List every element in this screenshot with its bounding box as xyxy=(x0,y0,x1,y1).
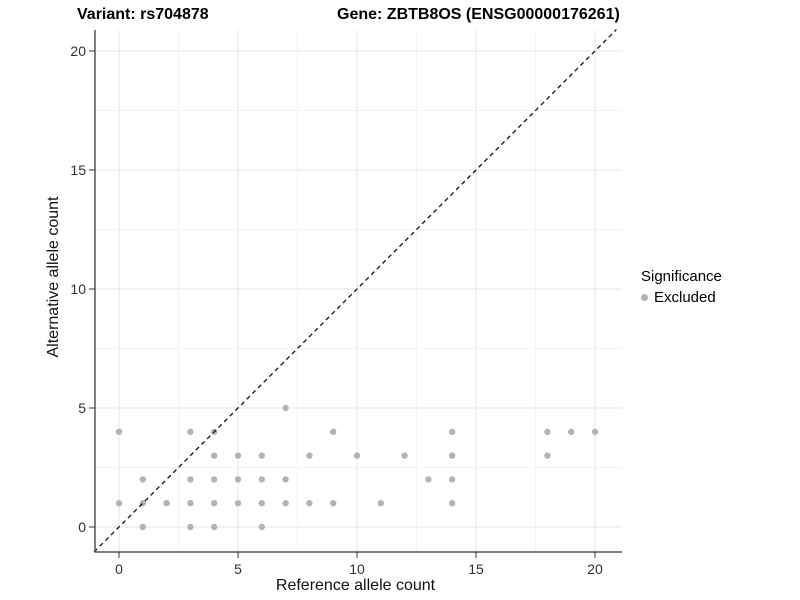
scatter-point xyxy=(139,476,146,483)
scatter-point xyxy=(211,523,218,531)
x-tick-label: 5 xyxy=(234,561,242,577)
scatter-point xyxy=(544,452,551,459)
y-tick-label: 5 xyxy=(78,400,86,416)
scatter-point xyxy=(234,500,242,507)
title-gene: Gene: ZBTB8OS (ENSG00000176261) xyxy=(337,6,620,23)
scatter-point xyxy=(211,500,218,507)
y-tick-label: 20 xyxy=(70,43,86,59)
scatter-point xyxy=(306,500,313,507)
scatter-point xyxy=(211,476,218,483)
scatter-point xyxy=(115,428,123,435)
scatter-point xyxy=(353,452,361,459)
y-axis-title: Alternative allele count xyxy=(45,196,62,358)
scatter-point xyxy=(330,500,337,507)
scatter-point xyxy=(377,500,384,507)
scatter-point xyxy=(449,428,456,435)
scatter-point xyxy=(258,476,265,483)
y-tick-label: 15 xyxy=(70,162,86,178)
scatter-point xyxy=(187,523,194,531)
scatter-point xyxy=(187,428,194,435)
scatter-point xyxy=(330,428,337,435)
legend-item-excluded: Excluded xyxy=(641,289,722,306)
y-tick-label: 10 xyxy=(70,281,86,297)
scatter-point xyxy=(568,428,575,435)
scatter-point xyxy=(449,500,456,507)
scatter-point xyxy=(591,428,599,435)
legend-point-icon xyxy=(641,294,648,301)
scatter-point xyxy=(258,452,265,459)
scatter-point xyxy=(282,404,289,412)
scatter-point xyxy=(425,476,432,483)
scatter-point xyxy=(258,523,265,531)
scatter-point xyxy=(115,500,123,507)
scatter-point xyxy=(187,500,194,507)
scatter-point xyxy=(139,523,146,531)
scatter-point xyxy=(544,428,551,435)
scatter-point xyxy=(449,452,456,459)
scatter-point xyxy=(282,500,289,507)
x-tick-label: 10 xyxy=(349,561,365,577)
scatter-point xyxy=(163,500,170,507)
scatter-point xyxy=(401,452,408,459)
scatter-point xyxy=(449,476,456,483)
scatter-point xyxy=(258,500,265,507)
legend: Significance Excluded xyxy=(641,268,722,306)
scatter-point xyxy=(306,452,313,459)
x-tick-label: 20 xyxy=(587,561,603,577)
identity-line xyxy=(93,29,617,553)
legend-item-label: Excluded xyxy=(654,289,716,306)
scatter-point xyxy=(234,452,242,459)
x-tick-label: 0 xyxy=(115,561,123,577)
scatter-point xyxy=(234,476,242,483)
y-tick-label: 0 xyxy=(78,519,86,535)
scatter-point xyxy=(187,476,194,483)
legend-title: Significance xyxy=(641,268,722,285)
scatter-point xyxy=(282,476,289,483)
x-axis-title: Reference allele count xyxy=(276,577,436,594)
title-variant: Variant: rs704878 xyxy=(77,6,209,23)
x-tick-label: 15 xyxy=(468,561,484,577)
scatter-point xyxy=(211,452,218,459)
